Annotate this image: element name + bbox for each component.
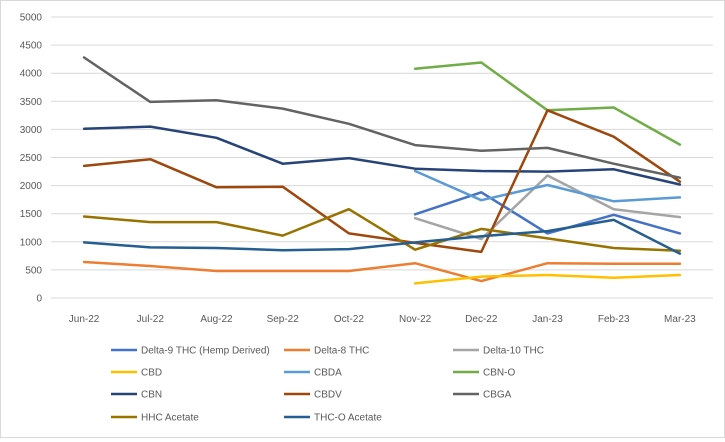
series-line-cbn-o: [413, 61, 682, 146]
x-tick-label: Aug-22: [200, 314, 233, 325]
y-tick-label: 500: [25, 265, 42, 276]
x-tick-label: Dec-22: [465, 314, 498, 325]
y-tick-label: 5000: [20, 13, 43, 24]
x-tick-label: Oct-22: [334, 314, 364, 325]
y-tick-label: 1500: [20, 209, 43, 220]
y-tick-label: 1000: [20, 237, 43, 248]
x-tick-label: Nov-22: [399, 314, 432, 325]
series-line-thc-o-acetate: [82, 218, 682, 255]
series-line-hhc-acetate: [82, 207, 682, 253]
legend-label-cbd: CBD: [141, 368, 162, 379]
series-line-cbn: [82, 125, 682, 186]
legend-label-delta-9-thc-hemp-derived: Delta-9 THC (Hemp Derived): [141, 346, 270, 357]
series-line-cbda: [413, 169, 682, 203]
x-tick-label: Jun-22: [69, 314, 100, 325]
y-tick-label: 0: [36, 294, 42, 305]
series-line-delta-9-thc-hemp-derived: [413, 191, 682, 235]
series-line-delta-10-thc: [413, 174, 682, 241]
legend-label-delta-10-thc: Delta-10 THC: [483, 346, 544, 357]
y-tick-label: 4500: [20, 41, 43, 52]
legend-label-cbda: CBDA: [314, 368, 342, 379]
y-tick-label: 2000: [20, 181, 43, 192]
legend-label-delta-8-thc: Delta-8 THC: [314, 346, 369, 357]
x-tick-label: Mar-23: [664, 314, 696, 325]
y-tick-label: 2500: [20, 153, 43, 164]
series-lines: [82, 56, 682, 285]
x-tick-label: Feb-23: [598, 314, 630, 325]
legend-label-cbn: CBN: [141, 390, 162, 401]
series-line-cbdv: [82, 109, 682, 254]
x-tick-label: Jul-22: [137, 314, 165, 325]
series-line-cbga: [82, 56, 682, 179]
series-line-cbd: [413, 273, 682, 285]
x-axis-tick-labels: Jun-22 Jul-22 Aug-22 Sep-22 Oct-22 Nov-22 Dec-…: [69, 314, 696, 325]
legend: Delta-9 THC (Hemp Derived) Delta-8 THC Del…: [111, 346, 544, 424]
legend-label-thc-o-acetate: THC-O Acetate: [314, 413, 382, 424]
y-tick-label: 4000: [20, 69, 43, 80]
x-tick-label: Jan-23: [532, 314, 563, 325]
legend-label-cbga: CBGA: [483, 390, 512, 401]
series-line-delta-8-thc: [82, 260, 682, 283]
y-axis-tick-labels: 0 500 1000 1500 2000 2500 3000 3500 4000 4500 5000: [20, 13, 43, 305]
y-tick-label: 3500: [20, 97, 43, 108]
y-tick-label: 3000: [20, 125, 43, 136]
gridlines: [51, 16, 713, 299]
legend-label-cbdv: CBDV: [314, 390, 342, 401]
legend-label-hhc-acetate: HHC Acetate: [141, 413, 199, 424]
legend-label-cbn-o: CBN-O: [483, 368, 515, 379]
x-tick-label: Sep-22: [267, 314, 300, 325]
